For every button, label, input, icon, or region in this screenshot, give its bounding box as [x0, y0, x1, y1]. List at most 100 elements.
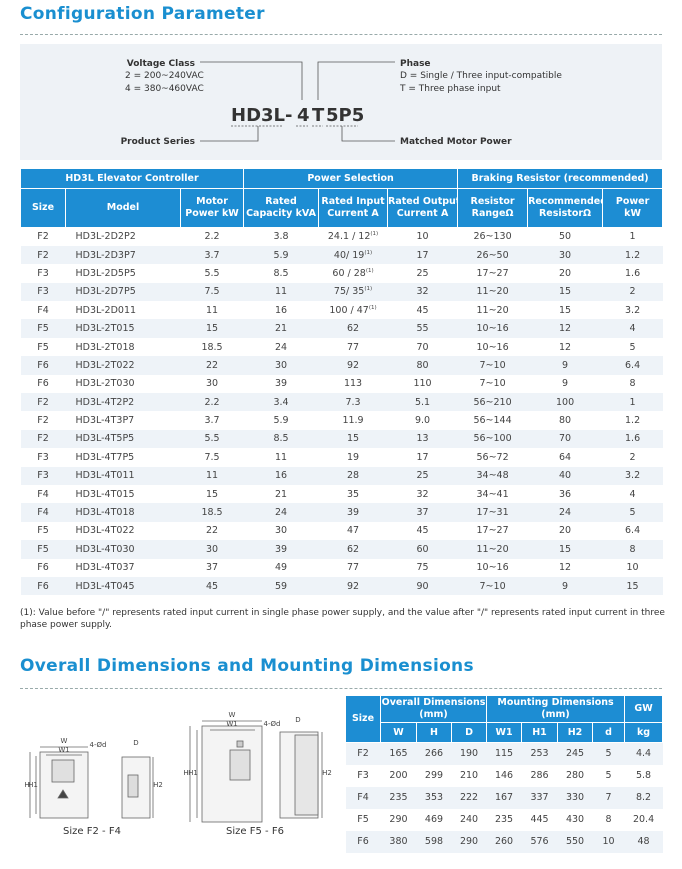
cell: 3.7: [204, 415, 220, 427]
cell: 337: [521, 786, 558, 809]
cell: HD3L-4T7P5: [75, 451, 135, 463]
cell: 11: [274, 451, 288, 463]
divider: [20, 34, 662, 35]
model-code-diagram: Voltage Class 2 = 200~240VAC 4 = 380~460…: [20, 44, 662, 160]
cell: F2: [20, 429, 66, 449]
cell: 5.9: [243, 245, 319, 265]
cell: 56~210: [457, 393, 528, 412]
cell: 77: [346, 341, 360, 353]
cell: F5: [37, 525, 49, 537]
cell-text: 75/ 35: [333, 286, 365, 298]
cell: 8.5: [243, 429, 319, 449]
cell: 56~72: [476, 451, 509, 463]
cell: 165: [380, 742, 417, 765]
table-row: F3 HD3L-2D7P5 7.5 11 75/ 35(1) 32 11~20 15 2: [20, 282, 663, 302]
cell: 245: [557, 742, 593, 765]
cell: 1: [629, 231, 636, 243]
option: 4 = 380~460VAC: [125, 84, 204, 94]
cell: 2.2: [204, 231, 220, 243]
cell: 253: [521, 742, 558, 765]
cell: 64: [559, 451, 572, 463]
cell: 7.3: [318, 393, 388, 412]
cell: 20: [559, 525, 572, 537]
dimension-table: Size Overall Dimensions (mm) Mounting Dimen…: [345, 695, 664, 853]
cell: 45: [180, 576, 244, 596]
divider: [20, 688, 662, 689]
cell: F3: [357, 770, 369, 781]
dimension-label: W1: [58, 746, 69, 754]
table-row: F4 235 353 222 167 337 330 7 8.2: [345, 786, 663, 809]
cell: 32: [416, 488, 429, 500]
cell: F6: [37, 562, 49, 574]
column-header: Rated Capacity kVA: [243, 188, 320, 228]
cell: 40/ 19(1): [318, 245, 388, 265]
parameter-table: HD3L Elevator Controller Power Selection B…: [19, 168, 664, 596]
cell: HD3L-4T018: [65, 503, 181, 522]
cell: 167: [486, 786, 522, 809]
cell: 8.2: [624, 786, 663, 809]
dimension-label: H1: [28, 781, 38, 789]
header-text: Mounting Dimensions: [497, 697, 614, 708]
header-row: W H D W1 H1 H2 d kg: [346, 722, 664, 743]
note-mark: (1): [364, 286, 373, 293]
table-row: F4 HD3L-4T018 18.5 24 39 37 17~31 24 5: [20, 503, 663, 522]
cell: 49: [274, 562, 288, 574]
cell: 5: [605, 770, 612, 781]
cell: 3.8: [273, 231, 289, 243]
side-fins: [127, 774, 139, 798]
cell: F5: [357, 814, 369, 825]
cell: F2: [20, 245, 66, 265]
header-text: Size: [31, 202, 55, 213]
cell: 15: [602, 576, 663, 596]
table-row: F6 HD3L-4T045 45 59 92 90 7~10 9 15: [20, 576, 663, 596]
column-header: Motor Power kW: [179, 188, 245, 228]
cell: 22: [205, 525, 219, 537]
cell: 15: [205, 488, 219, 500]
cell: 39: [318, 503, 388, 522]
column-header: W1: [486, 722, 523, 743]
cell: 24: [527, 503, 603, 522]
header-text: RangeΩ: [471, 208, 514, 219]
cell: 20.4: [632, 814, 655, 825]
cell: 30: [243, 356, 319, 375]
cell: 70: [416, 341, 429, 353]
cell: 8.5: [273, 267, 289, 279]
column-header: d: [592, 722, 626, 743]
cell: F2: [345, 742, 381, 765]
note-mark: (1): [365, 267, 374, 274]
table-row: F5 HD3L-4T030 30 39 62 60 11~20 15 8: [20, 540, 663, 559]
header-text: Motor: [196, 196, 228, 207]
cell: HD3L-2D5P5: [75, 267, 136, 279]
cell: 380: [380, 830, 417, 853]
cell: HD3L-4T015: [75, 488, 135, 500]
cell: 15: [180, 319, 244, 338]
cell: 7: [592, 786, 625, 809]
group-header: Braking Resistor (recommended): [457, 168, 664, 189]
cell: 45: [416, 525, 429, 537]
cell: 55: [387, 319, 458, 338]
cell: 11~20: [457, 540, 528, 559]
cell: 6.4: [602, 356, 663, 375]
cell: HD3L-4T5P5: [65, 429, 181, 449]
code-segment: -: [285, 105, 292, 126]
cell: F2: [37, 231, 49, 243]
dimension-label: W: [61, 737, 68, 745]
column-header: Power kW: [602, 188, 664, 228]
cell: 18.5: [201, 341, 223, 353]
cell: 92: [318, 576, 388, 596]
cell: 45: [416, 304, 429, 316]
cell: 5.8: [635, 770, 652, 781]
label: Voltage Class: [127, 59, 195, 69]
cell: 34~48: [457, 466, 528, 485]
cell: 5.5: [204, 267, 220, 279]
label: Product Series: [121, 137, 195, 147]
cell: 11: [243, 282, 319, 302]
cell: 18.5: [180, 503, 244, 522]
cell: 17~31: [457, 503, 528, 522]
cell: 110: [413, 378, 432, 390]
cell: 22: [180, 356, 244, 375]
cell: 286: [530, 770, 549, 781]
header-text: Model: [106, 202, 140, 213]
header-text: Overall Dimensions: [381, 697, 486, 708]
section-title: Configuration Parameter: [20, 4, 265, 24]
